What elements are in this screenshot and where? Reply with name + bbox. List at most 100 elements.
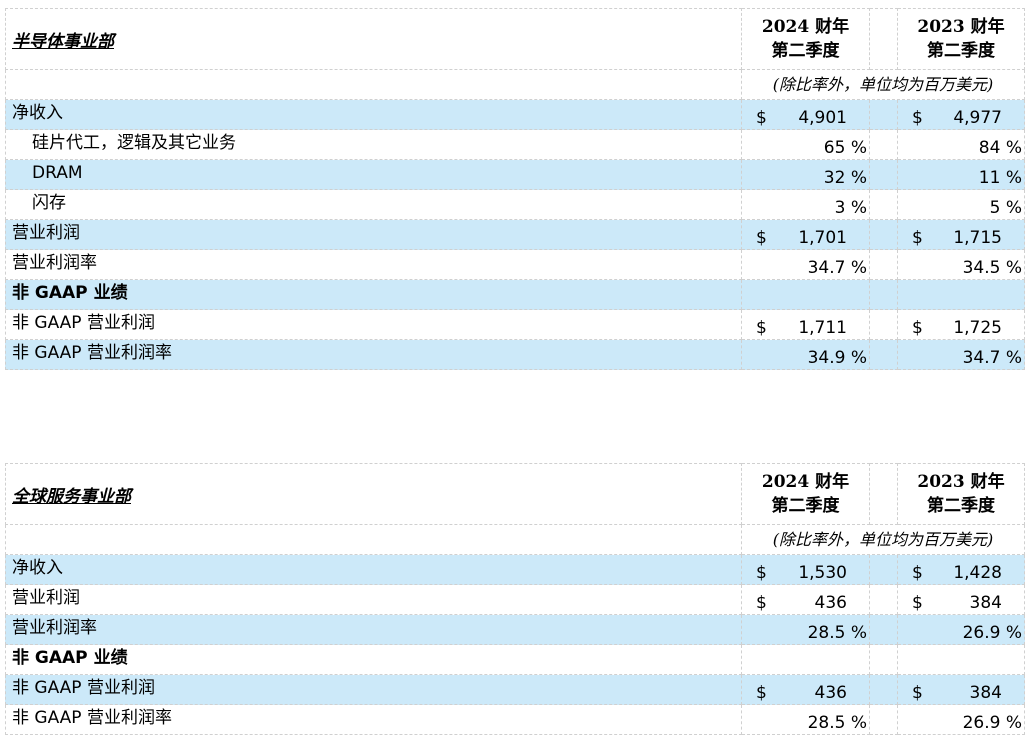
value-cell: $4,977 xyxy=(898,100,1025,130)
row-label-text: DRAM xyxy=(32,163,83,183)
value-cell: 34.9 % xyxy=(742,340,870,370)
header-line: 第二季度 xyxy=(927,41,995,61)
currency: $ xyxy=(912,593,923,613)
row-label-text: 非 GAAP 营业利润 xyxy=(12,678,155,698)
value-cell: $384 xyxy=(898,585,1025,615)
value: 4,977 xyxy=(953,108,1002,128)
row-label: 硅片代工，逻辑及其它业务 xyxy=(5,130,742,160)
currency: $ xyxy=(756,318,767,338)
value: 5 % xyxy=(989,198,1022,218)
currency: $ xyxy=(912,228,923,248)
value-cell: 28.5 % xyxy=(742,615,870,645)
header-line: 第二季度 xyxy=(771,41,840,61)
value: 1,428 xyxy=(953,563,1002,583)
column-header: 2024 财年 第二季度 xyxy=(742,8,870,70)
row-label-text: 营业利润率 xyxy=(12,618,97,638)
gap-cell xyxy=(870,8,898,70)
value-cell: $384 xyxy=(898,675,1025,705)
value: 65 % xyxy=(823,138,867,158)
value: 32 % xyxy=(823,168,867,188)
value: 384 xyxy=(969,683,1002,703)
value-cell: 34.7 % xyxy=(742,250,870,280)
currency: $ xyxy=(756,563,767,583)
gap-cell xyxy=(870,615,898,645)
gap-cell xyxy=(870,250,898,280)
gap-cell xyxy=(870,190,898,220)
value-cell: 11 % xyxy=(898,160,1025,190)
value-cell xyxy=(742,280,870,310)
row-label: 净收入 xyxy=(5,555,742,585)
column-header: 2024 财年 第二季度 xyxy=(742,463,870,525)
value-cell: $1,701 xyxy=(742,220,870,250)
currency: $ xyxy=(756,683,767,703)
row-label-text: 非 GAAP 业绩 xyxy=(12,648,128,668)
currency: $ xyxy=(912,318,923,338)
currency: $ xyxy=(912,108,923,128)
row-label-text: 营业利润 xyxy=(12,588,80,608)
value: 11 % xyxy=(978,168,1022,188)
value-cell: 84 % xyxy=(898,130,1025,160)
value: 384 xyxy=(969,593,1002,613)
value-cell: $436 xyxy=(742,585,870,615)
value-cell: 28.5 % xyxy=(742,705,870,735)
value: 84 % xyxy=(978,138,1022,158)
value: 26.9 % xyxy=(962,713,1022,733)
value-cell: 26.9 % xyxy=(898,705,1025,735)
unit-text: (除比率外，单位均为百万美元) xyxy=(772,75,994,94)
value-cell xyxy=(742,645,870,675)
row-label: 闪存 xyxy=(5,190,742,220)
value-cell: 34.7 % xyxy=(898,340,1025,370)
value-cell: $1,711 xyxy=(742,310,870,340)
value: 436 xyxy=(814,683,847,703)
column-header: 2023 财年 第二季度 xyxy=(898,8,1025,70)
row-label: 非 GAAP 业绩 xyxy=(5,280,742,310)
value: 1,530 xyxy=(798,563,847,583)
value-cell: $1,428 xyxy=(898,555,1025,585)
value: 3 % xyxy=(834,198,867,218)
value-cell xyxy=(898,645,1025,675)
row-label: 营业利润率 xyxy=(5,250,742,280)
row-label-text: 净收入 xyxy=(12,103,63,123)
section-title: 半导体事业部 xyxy=(5,8,742,70)
row-label: 非 GAAP 营业利润率 xyxy=(5,340,742,370)
row-label: 营业利润 xyxy=(5,220,742,250)
unit-note: (除比率外，单位均为百万美元) xyxy=(742,70,1025,100)
section-title-text: 半导体事业部 xyxy=(12,31,114,52)
gap-cell xyxy=(870,585,898,615)
header-line: 2023 财年 xyxy=(917,472,1005,492)
value: 1,715 xyxy=(953,228,1002,248)
value-cell: $436 xyxy=(742,675,870,705)
currency: $ xyxy=(756,593,767,613)
value: 28.5 % xyxy=(807,623,867,643)
column-header: 2023 财年 第二季度 xyxy=(898,463,1025,525)
value-cell: 32 % xyxy=(742,160,870,190)
value: 26.9 % xyxy=(962,623,1022,643)
gap-cell xyxy=(870,310,898,340)
gap-cell xyxy=(870,645,898,675)
gap-cell xyxy=(870,160,898,190)
header-line: 第二季度 xyxy=(927,496,995,516)
value-cell: 26.9 % xyxy=(898,615,1025,645)
value: 4,901 xyxy=(798,108,847,128)
row-label: 非 GAAP 业绩 xyxy=(5,645,742,675)
value-cell: 65 % xyxy=(742,130,870,160)
value: 1,701 xyxy=(798,228,847,248)
value: 28.5 % xyxy=(807,713,867,733)
gap-cell xyxy=(870,675,898,705)
value: 1,725 xyxy=(953,318,1002,338)
gap-cell xyxy=(870,555,898,585)
unit-label-cell xyxy=(5,70,742,100)
gap-cell xyxy=(870,100,898,130)
value: 1,711 xyxy=(798,318,847,338)
row-label: 营业利润 xyxy=(5,585,742,615)
gap-cell xyxy=(870,280,898,310)
gap-cell xyxy=(870,340,898,370)
section-title: 全球服务事业部 xyxy=(5,463,742,525)
header-line: 第二季度 xyxy=(771,496,840,516)
value-cell: $4,901 xyxy=(742,100,870,130)
value-cell: 5 % xyxy=(898,190,1025,220)
unit-text: (除比率外，单位均为百万美元) xyxy=(772,530,994,549)
value: 34.7 % xyxy=(807,258,867,278)
gap-cell xyxy=(870,463,898,525)
value-cell: $1,715 xyxy=(898,220,1025,250)
